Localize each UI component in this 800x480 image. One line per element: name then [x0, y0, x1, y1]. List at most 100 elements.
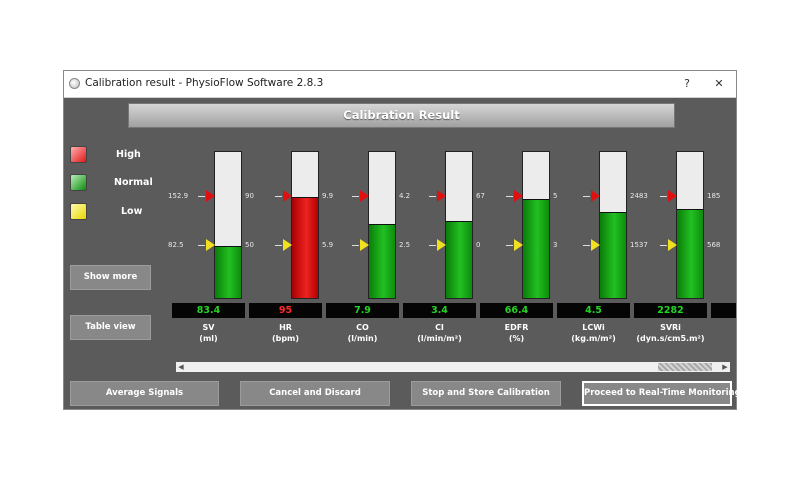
gauge-value: 4.5 [557, 303, 630, 318]
average-signals-button[interactable]: Average Signals [70, 381, 219, 406]
low-threshold-dash [429, 245, 436, 246]
gauge-tube [599, 151, 627, 299]
gauge-value: 66.4 [480, 303, 553, 318]
gauge-tube [522, 151, 550, 299]
low-threshold-dash [506, 245, 513, 246]
high-marker-icon [206, 190, 215, 202]
gauge-tube [676, 151, 704, 299]
gauge-partial: 185 568 (d [707, 151, 736, 351]
low-threshold-label: 3 [553, 241, 558, 249]
gauge-parameter-name: SVRi [660, 323, 681, 332]
gauge-tube [214, 151, 242, 299]
gauge-fill-bar [523, 198, 549, 298]
high-threshold-label: 2483 [630, 192, 648, 200]
normal-swatch [70, 174, 87, 191]
low-threshold-dash [352, 245, 359, 246]
gauge-parameter-unit: (dyn.s/cm5.m²) [636, 334, 705, 343]
gauge-parameter-unit: (%) [508, 334, 525, 343]
gauge-lcwi: 5 3 4.5 LCWi (kg.m/m²) [553, 151, 630, 351]
gauge-sv: 152.9 82.5 83.4 SV (ml) [168, 151, 245, 351]
low-threshold-label: 82.5 [168, 241, 184, 249]
high-threshold-label: 5 [553, 192, 558, 200]
proceed-realtime-button[interactable]: Proceed to Real-Time Monitoring [582, 381, 741, 406]
high-threshold-dash [352, 196, 359, 197]
gauge-parameter-name: HR [279, 323, 292, 332]
gauge-value: 7.9 [326, 303, 399, 318]
high-threshold-dash [429, 196, 436, 197]
gauge-value: 95 [249, 303, 322, 318]
legend-normal-label: Normal [114, 177, 153, 188]
gauge-value [711, 303, 736, 318]
gauge-parameter-name: LCWi [582, 323, 605, 332]
high-threshold-dash [198, 196, 205, 197]
close-button[interactable]: ✕ [714, 77, 724, 90]
high-threshold-label: 4.2 [399, 192, 411, 200]
low-marker-icon [360, 239, 369, 251]
low-marker-icon [591, 239, 600, 251]
title-bar: Calibration result - PhysioFlow Software… [64, 71, 736, 98]
high-threshold-dash [275, 196, 282, 197]
gauge-edfr: 67 0 66.4 EDFR (%) [476, 151, 553, 351]
gauge-fill-bar [215, 246, 241, 298]
table-view-button[interactable]: Table view [70, 315, 151, 340]
low-threshold-label: 50 [245, 241, 254, 249]
high-marker-icon [437, 190, 446, 202]
high-threshold-label: 67 [476, 192, 485, 200]
low-marker-icon [437, 239, 446, 251]
calibration-result-header: Calibration Result [128, 103, 675, 128]
gauge-parameter-name: CO [356, 323, 369, 332]
legend-high: High [70, 146, 150, 164]
high-threshold-label: 152.9 [168, 192, 189, 200]
high-marker-icon [360, 190, 369, 202]
gauge-parameter-unit: (bpm) [271, 334, 300, 343]
low-threshold-dash [583, 245, 590, 246]
gauge-ci: 4.2 2.5 3.4 CI (l/min/m²) [399, 151, 476, 351]
gauge-parameter-unit: (kg.m/m²) [571, 334, 616, 343]
scroll-right-icon[interactable]: ▶ [722, 363, 728, 371]
gauge-fill-bar [446, 221, 472, 298]
low-threshold-dash [660, 245, 667, 246]
show-more-button[interactable]: Show more [70, 265, 151, 290]
gauge-value: 83.4 [172, 303, 245, 318]
gauge-tube [445, 151, 473, 299]
gauge-parameter-unit: (l/min) [347, 334, 378, 343]
scroll-left-icon[interactable]: ◀ [178, 363, 184, 371]
gauge-co: 9.9 5.9 7.9 CO (l/min) [322, 151, 399, 351]
low-threshold-label: 5.9 [322, 241, 334, 249]
help-button[interactable]: ? [684, 77, 690, 90]
high-marker-icon [283, 190, 292, 202]
low-threshold-dash [275, 245, 282, 246]
gauge-tube [291, 151, 319, 299]
high-threshold-dash [660, 196, 667, 197]
legend-high-label: High [116, 149, 141, 160]
legend-low-label: Low [121, 206, 143, 217]
gauge-parameter-name: CI [435, 323, 444, 332]
high-marker-icon [591, 190, 600, 202]
gauge-fill-bar [600, 212, 626, 298]
high-threshold-dash [583, 196, 590, 197]
low-marker-icon [514, 239, 523, 251]
gauge-parameter-name: SV [202, 323, 215, 332]
gauge-parameter-unit: (l/min/m²) [417, 334, 462, 343]
legend-normal: Normal [70, 174, 153, 192]
high-threshold-label: 90 [245, 192, 254, 200]
high-marker-icon [668, 190, 677, 202]
low-threshold-label: 2.5 [399, 241, 411, 249]
gauge-parameter-name: EDFR [504, 323, 529, 332]
cancel-discard-button[interactable]: Cancel and Discard [240, 381, 390, 406]
low-marker-icon [206, 239, 215, 251]
high-swatch [70, 146, 87, 163]
low-marker-icon [283, 239, 292, 251]
horizontal-scrollbar[interactable]: ◀ ▶ [176, 362, 730, 372]
window-title: Calibration result - PhysioFlow Software… [85, 77, 324, 89]
low-threshold-label: 568 [707, 241, 721, 249]
gauge-tube [368, 151, 396, 299]
scroll-thumb[interactable] [658, 363, 712, 371]
high-marker-icon [514, 190, 523, 202]
legend-low: Low [70, 203, 150, 221]
gauge-svri: 2483 1537 2282 SVRi (dyn.s/cm5.m²) [630, 151, 707, 351]
gauge-value: 2282 [634, 303, 707, 318]
gauge-fill-bar [369, 224, 395, 298]
stop-store-calibration-button[interactable]: Stop and Store Calibration [411, 381, 561, 406]
gauge-fill-bar [292, 197, 318, 298]
